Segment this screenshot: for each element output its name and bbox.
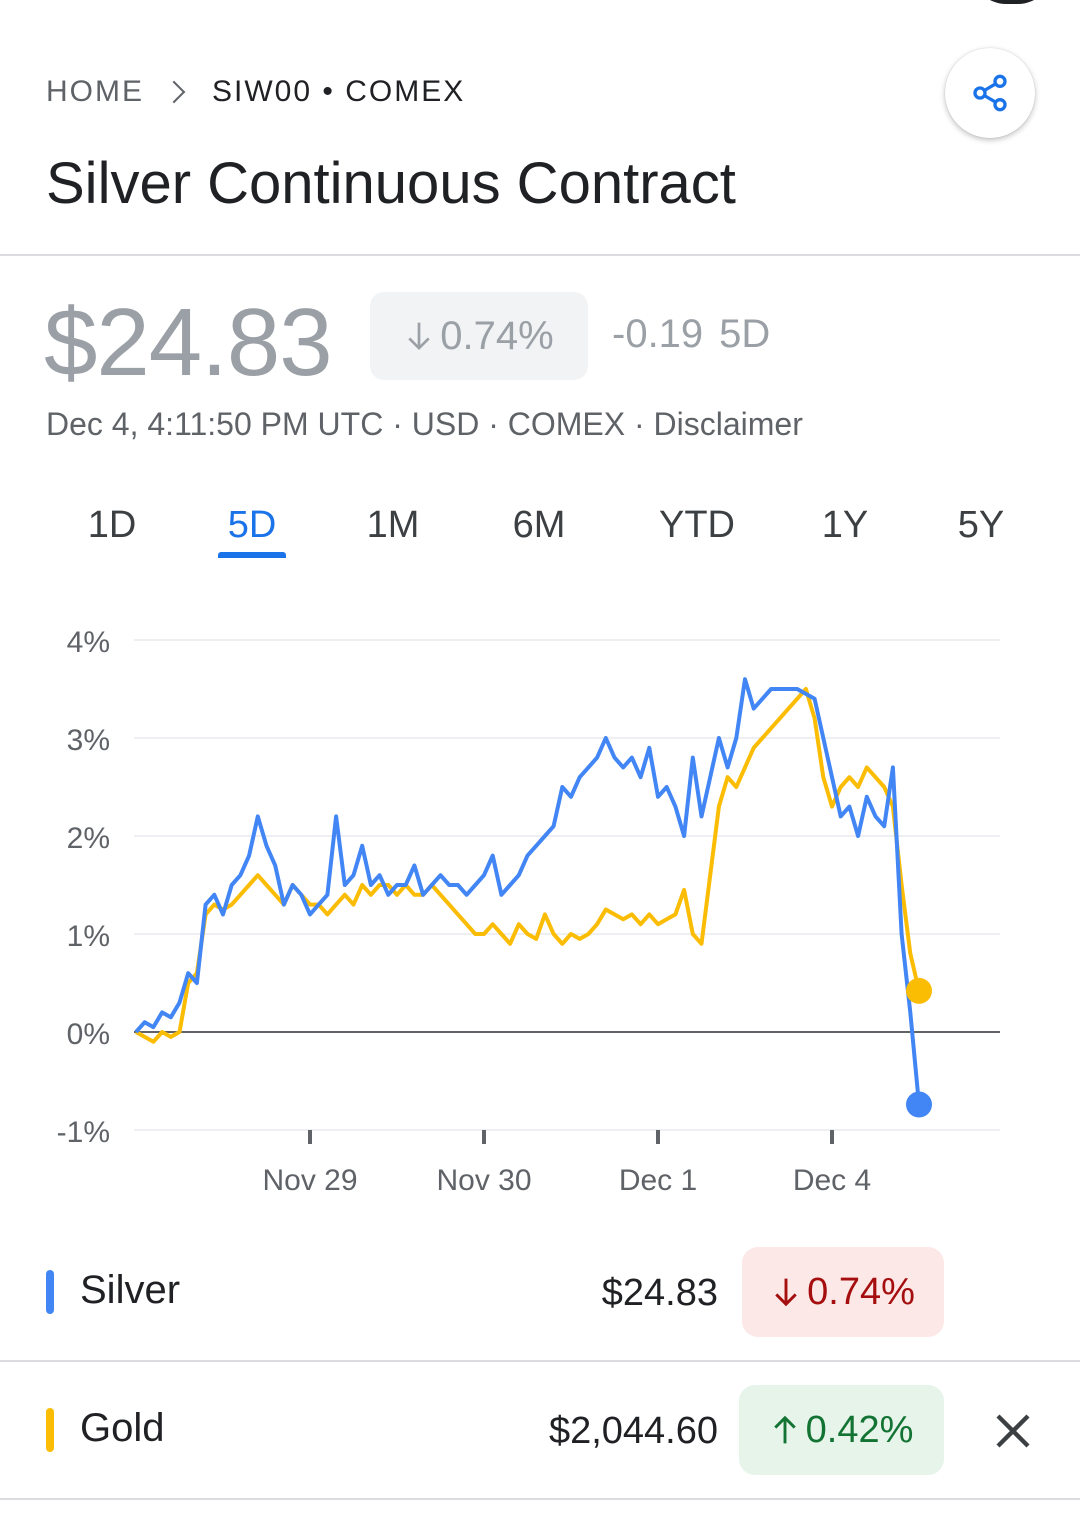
close-icon (996, 1414, 1030, 1448)
series-endpoint-gold (906, 977, 932, 1004)
price-chart[interactable]: 4% 3% 2% 1% 0% -1% Nov 29 Nov 30 Dec 1 Dec 4 (0, 600, 1080, 1220)
legend-divider (0, 1360, 1080, 1362)
series-endpoint-silver (906, 1091, 932, 1118)
x-tick-label: Dec 4 (793, 1164, 871, 1197)
tab-5y[interactable]: 5Y (957, 504, 1005, 546)
y-tick-label: 3% (67, 724, 110, 757)
legend-name-silver: Silver (80, 1268, 181, 1312)
legend-price-silver: $24.83 (601, 1272, 718, 1314)
tab-6m[interactable]: 6M (512, 504, 566, 546)
tab-ytd[interactable]: YTD (659, 504, 735, 546)
legend-change-gold-value: 0.42% (805, 1408, 914, 1451)
tab-1y[interactable]: 1Y (821, 504, 869, 546)
x-tick-label: Nov 30 (436, 1164, 531, 1197)
gold-color-swatch (46, 1408, 54, 1452)
series-line-silver (134, 677, 921, 1105)
silver-color-swatch (46, 1270, 54, 1314)
change-absolute: -0.19 5D (612, 312, 770, 357)
arrow-down-icon (404, 319, 434, 353)
x-tick-label: Nov 29 (262, 1164, 357, 1197)
change-absolute-value: -0.19 (612, 312, 704, 356)
bottom-divider (0, 1498, 1080, 1500)
share-icon (973, 74, 1007, 112)
legend-name-gold: Gold (80, 1406, 165, 1450)
current-price: $24.83 (44, 289, 333, 396)
y-tick-label: 2% (67, 822, 110, 855)
legend-price-gold: $2,044.60 (548, 1410, 718, 1452)
change-period: 5D (719, 312, 771, 356)
remove-comparison-button[interactable] (990, 1408, 1036, 1454)
x-tick-label: Dec 1 (619, 1164, 697, 1197)
breadcrumb: HOME SIW00 • COMEX (46, 74, 465, 110)
legend-row-silver[interactable]: Silver $24.83 0.74% (0, 1224, 1080, 1362)
quote-metadata: Dec 4, 4:11:50 PM UTC · USD · COMEX · Di… (46, 406, 803, 442)
breadcrumb-current: SIW00 • COMEX (212, 75, 466, 108)
y-tick-label: -1% (57, 1116, 110, 1149)
y-tick-label: 4% (67, 626, 110, 659)
chevron-right-icon (162, 80, 186, 104)
active-tab-indicator (218, 552, 286, 558)
legend-change-silver: 0.74% (742, 1247, 944, 1337)
share-button[interactable] (945, 48, 1035, 138)
y-tick-label: 0% (67, 1018, 110, 1051)
legend-change-gold: 0.42% (739, 1385, 944, 1475)
legend-change-silver-value: 0.74% (807, 1270, 915, 1313)
tab-1d[interactable]: 1D (87, 504, 137, 546)
arrow-down-icon (771, 1275, 801, 1309)
legend-row-gold[interactable]: Gold $2,044.60 0.42% (0, 1362, 1080, 1500)
y-tick-label: 1% (67, 920, 110, 953)
tab-5d[interactable]: 5D (227, 504, 277, 546)
page-title: Silver Continuous Contract (46, 151, 736, 216)
series-line-gold (135, 687, 921, 1044)
change-percent-badge: 0.74% (370, 292, 588, 380)
top-edge-decoration (972, 0, 1052, 4)
header-divider (0, 254, 1080, 256)
breadcrumb-home-link[interactable]: HOME (46, 75, 144, 108)
tab-1m[interactable]: 1M (366, 504, 420, 546)
change-percent-value: 0.74% (440, 313, 554, 358)
arrow-up-icon (770, 1413, 800, 1447)
